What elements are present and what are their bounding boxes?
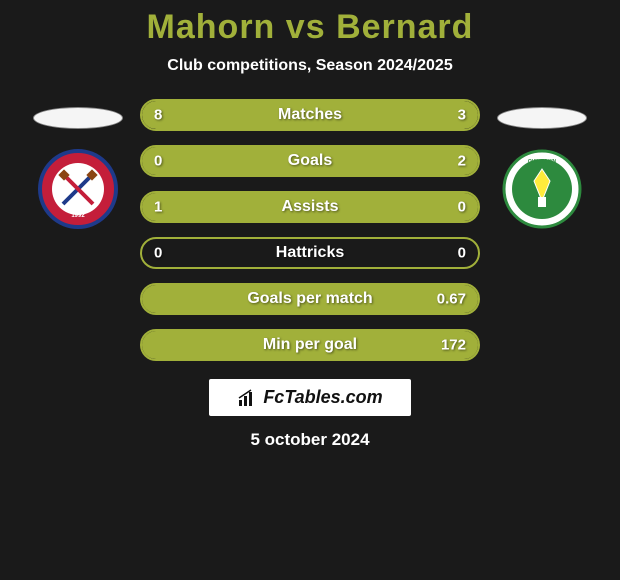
svg-text:1992: 1992 [71,213,85,219]
left-column: 1992 [28,99,128,229]
subtitle: Club competitions, Season 2024/2025 [167,57,452,75]
stat-row: Goals per match 0.67 [140,283,480,315]
stat-label: Hattricks [276,244,344,262]
footer-date: 5 october 2024 [250,430,369,450]
stat-right-value: 2 [458,153,466,170]
stat-left-value: 0 [154,153,162,170]
stat-right-value: 172 [441,337,466,354]
stat-row: 0 Hattricks 0 [140,237,480,269]
stat-label: Assists [282,198,339,216]
player2-name: Bernard [336,8,473,46]
main-row: 1992 8 Matches 3 0 Goals 2 1 Assists 0 0 Hattricks… [0,99,620,361]
bar-fill-left [142,101,386,129]
stat-right-value: 0.67 [437,291,466,308]
stat-right-value: 0 [458,245,466,262]
stat-left-value: 1 [154,199,162,216]
stat-label: Goals [288,152,332,170]
right-club-badge: OVIL TOWN [502,149,582,229]
stat-label: Goals per match [247,290,372,308]
stat-label: Min per goal [263,336,357,354]
comparison-card: Mahorn vs Bernard Club competitions, Sea… [0,0,620,580]
stat-row: Min per goal 172 [140,329,480,361]
stat-row: 0 Goals 2 [140,145,480,177]
player2-photo-placeholder [497,107,587,129]
brand-text: FcTables.com [263,387,382,408]
chart-icon [237,388,257,408]
svg-text:OVIL TOWN: OVIL TOWN [528,159,557,165]
stat-row: 1 Assists 0 [140,191,480,223]
stat-row: 8 Matches 3 [140,99,480,131]
page-title: Mahorn vs Bernard [147,8,474,47]
stat-left-value: 0 [154,245,162,262]
player1-photo-placeholder [33,107,123,129]
stat-left-value: 8 [154,107,162,124]
player1-name: Mahorn [147,8,276,46]
left-club-badge: 1992 [38,149,118,229]
vs-text: vs [286,8,326,46]
stat-label: Matches [278,106,342,124]
right-column: OVIL TOWN [492,99,592,229]
stats-bars: 8 Matches 3 0 Goals 2 1 Assists 0 0 Hattricks 0 Goal… [140,99,480,361]
stat-right-value: 3 [458,107,466,124]
brand-logo: FcTables.com [209,379,410,416]
stat-right-value: 0 [458,199,466,216]
